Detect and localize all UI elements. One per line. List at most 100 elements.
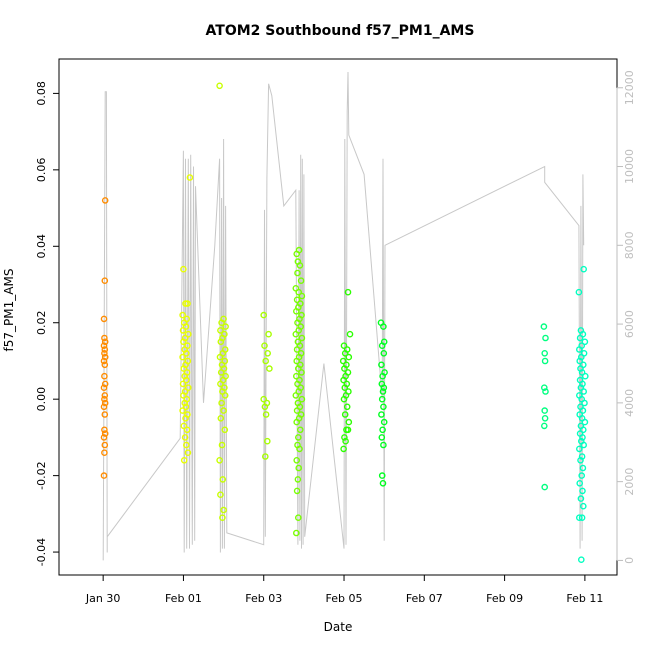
data-point xyxy=(581,418,589,426)
data-point xyxy=(182,403,190,411)
data-point xyxy=(379,426,386,434)
data-point xyxy=(379,372,386,380)
series-group xyxy=(575,265,589,564)
data-point xyxy=(541,422,548,430)
data-point xyxy=(219,334,226,342)
data-point xyxy=(294,365,302,372)
y-tick-label: 0.00 xyxy=(35,387,48,412)
x-tick-label: Feb 09 xyxy=(486,592,523,605)
data-point xyxy=(295,464,303,472)
data-point xyxy=(101,441,109,449)
data-point xyxy=(101,353,109,361)
data-point xyxy=(179,380,187,388)
x-tick-label: Jan 30 xyxy=(85,592,120,605)
data-point xyxy=(101,197,109,204)
data-point xyxy=(580,265,588,273)
data-point xyxy=(100,315,108,323)
data-point xyxy=(541,384,548,392)
data-point xyxy=(100,472,108,479)
data-point xyxy=(292,372,300,380)
data-point xyxy=(342,437,349,445)
y2-tick-label: 6000 xyxy=(623,310,636,338)
data-point xyxy=(184,449,192,457)
data-point xyxy=(218,399,225,407)
y2-tick-label: 10000 xyxy=(623,149,636,184)
data-point xyxy=(541,483,549,491)
data-point xyxy=(380,384,388,392)
data-point xyxy=(343,403,351,411)
data-point xyxy=(298,292,306,300)
data-point xyxy=(581,399,588,407)
data-point xyxy=(380,441,387,449)
data-point xyxy=(577,495,585,502)
data-point xyxy=(579,380,586,388)
data-point xyxy=(344,426,352,434)
data-point xyxy=(293,456,301,464)
data-point xyxy=(378,361,385,369)
chart-title: ATOM2 Southbound f57_PM1_AMS xyxy=(206,23,475,39)
x-tick-label: Feb 07 xyxy=(406,592,443,605)
data-point xyxy=(294,434,302,441)
y-axis: -0.04 -0.02 0.00 0.02 0.04 0.06 0.08 xyxy=(35,81,60,566)
data-point xyxy=(182,349,190,357)
data-point xyxy=(181,346,188,353)
series-group xyxy=(179,174,194,464)
data-point xyxy=(101,277,109,285)
data-point xyxy=(180,365,188,372)
data-point xyxy=(292,392,300,399)
data-point xyxy=(341,384,349,392)
data-point xyxy=(378,434,386,441)
data-point xyxy=(266,365,273,372)
data-point xyxy=(578,556,585,564)
data-point xyxy=(261,403,269,411)
data-point xyxy=(339,357,347,365)
data-point xyxy=(346,330,354,338)
data-point xyxy=(576,346,583,353)
data-point xyxy=(293,346,301,353)
data-point xyxy=(180,456,188,464)
data-point xyxy=(217,380,224,388)
data-point xyxy=(295,288,303,296)
data-point xyxy=(261,342,268,350)
data-point xyxy=(380,349,388,357)
data-point xyxy=(183,426,191,434)
data-point xyxy=(101,399,109,407)
data-point xyxy=(341,411,349,418)
data-point xyxy=(294,319,301,327)
y-axis-label: f57_PM1_AMS xyxy=(2,269,16,352)
data-point xyxy=(379,388,387,395)
data-point xyxy=(580,502,587,510)
data-point xyxy=(101,426,108,434)
x-axis-label: Date xyxy=(324,620,353,634)
data-point xyxy=(220,407,227,414)
data-point xyxy=(218,319,225,327)
series-group xyxy=(216,82,229,522)
data-point xyxy=(182,414,189,422)
data-point xyxy=(264,349,272,357)
data-point xyxy=(217,369,225,376)
data-point xyxy=(340,376,347,384)
data-point xyxy=(541,357,549,365)
scatter-points-layer xyxy=(100,82,589,564)
data-point xyxy=(100,357,108,365)
data-point xyxy=(576,334,584,342)
data-point xyxy=(541,414,549,422)
data-point xyxy=(217,414,225,422)
y-tick-label: -0.02 xyxy=(35,461,48,489)
data-point xyxy=(294,476,302,483)
data-point xyxy=(578,514,586,522)
data-point xyxy=(576,357,584,365)
data-point xyxy=(219,514,226,522)
data-point xyxy=(180,422,188,430)
data-point xyxy=(298,395,306,403)
secondary-series-line xyxy=(102,71,585,561)
data-point xyxy=(217,338,225,346)
data-point xyxy=(101,346,109,353)
data-point xyxy=(184,330,192,338)
data-point xyxy=(580,426,587,434)
data-point xyxy=(541,349,549,357)
data-point xyxy=(101,349,108,357)
data-point xyxy=(296,445,303,453)
data-point xyxy=(293,296,301,304)
